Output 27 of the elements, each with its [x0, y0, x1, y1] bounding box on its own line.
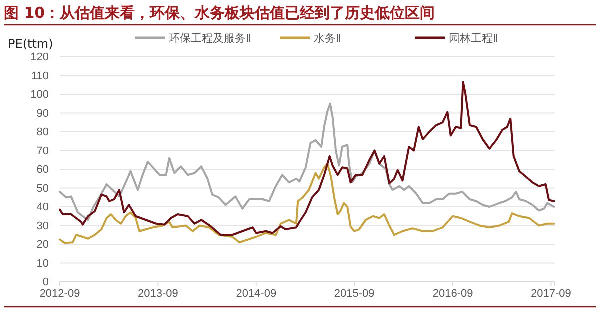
- x-tick-label: 2016-09: [432, 288, 474, 300]
- y-tick-label: 90: [36, 108, 49, 120]
- y-tick-label: 40: [36, 202, 49, 214]
- legend-label: 园林工程Ⅱ: [449, 32, 498, 45]
- x-tick-label: 2014-09: [236, 288, 277, 300]
- chart-title: 图 10：从估值来看，环保、水务板块估值已经到了历史低位区间: [4, 4, 436, 22]
- y-tick-label: 100: [30, 89, 49, 102]
- y-tick-label: 80: [36, 126, 49, 139]
- y-tick-label: 60: [36, 164, 49, 176]
- y-tick-label: 120: [30, 52, 49, 64]
- y-tick-label: 30: [36, 220, 49, 232]
- y-tick-label: 10: [36, 258, 49, 270]
- x-tick-label: 2013-09: [138, 288, 178, 300]
- y-tick-label: 70: [36, 145, 49, 158]
- x-tick-label: 2012-09: [40, 288, 80, 300]
- y-tick-label: 0: [42, 276, 49, 289]
- y-axis-title: PE(ttm): [8, 37, 54, 51]
- line-series: [59, 162, 556, 244]
- y-tick-label: 20: [36, 239, 49, 252]
- x-tick-label: 2017-09: [531, 288, 572, 300]
- legend-label: 水务Ⅱ: [314, 32, 342, 45]
- line-series: [59, 81, 556, 236]
- line-series: [59, 102, 556, 222]
- x-tick-label: 2015-09: [334, 288, 375, 300]
- y-tick-label: 110: [31, 70, 49, 82]
- y-tick-label: 50: [36, 182, 49, 195]
- legend-label: 环保工程及服务Ⅱ: [169, 32, 252, 45]
